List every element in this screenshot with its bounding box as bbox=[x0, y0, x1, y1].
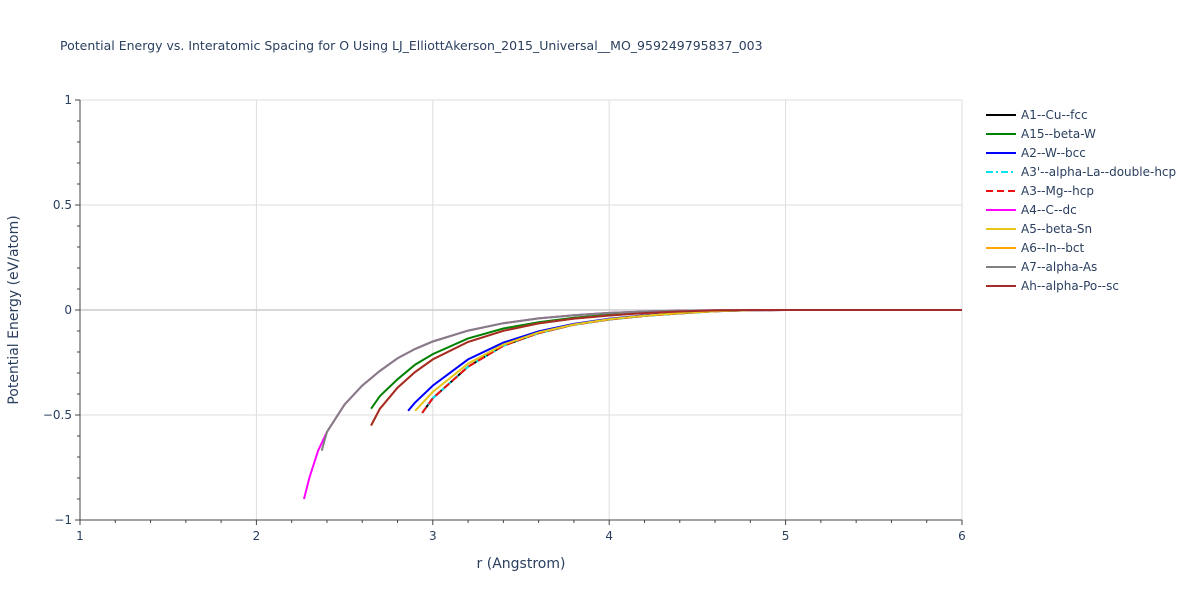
series-line-2 bbox=[370, 309, 962, 410]
legend-item[interactable]: A4--C--dc bbox=[986, 203, 1077, 217]
legend-item[interactable]: A5--beta-Sn bbox=[986, 222, 1092, 236]
y-tick-label: −0.5 bbox=[43, 408, 72, 422]
legend-label: A2--W--bcc bbox=[1021, 146, 1086, 160]
x-tick-label: 4 bbox=[605, 529, 613, 543]
legend-item[interactable]: A1--Cu--fcc bbox=[986, 108, 1088, 122]
x-tick-label: 2 bbox=[253, 529, 261, 543]
series-line-8 bbox=[370, 309, 962, 426]
x-tick-label: 6 bbox=[958, 529, 966, 543]
x-tick-label: 3 bbox=[429, 529, 437, 543]
y-tick-label: 0.5 bbox=[53, 198, 72, 212]
legend-label: A15--beta-W bbox=[1021, 127, 1096, 141]
x-axis-title: r (Angstrom) bbox=[477, 556, 566, 572]
legend-label: A7--alpha-As bbox=[1021, 260, 1097, 274]
legend-item[interactable]: A15--beta-W bbox=[986, 127, 1096, 141]
legend-label: A3'--alpha-La--double-hcp bbox=[1021, 165, 1176, 179]
legend-item[interactable]: A7--alpha-As bbox=[986, 260, 1097, 274]
legend-item[interactable]: A3'--alpha-La--double-hcp bbox=[986, 165, 1176, 179]
legend-item[interactable]: A6--In--bct bbox=[986, 241, 1085, 255]
legend-label: A3--Mg--hcp bbox=[1021, 184, 1094, 198]
plot-area bbox=[303, 309, 962, 500]
legend: A1--Cu--fcc A15--beta-W A2--W--bcc A3'--alp… bbox=[986, 108, 1176, 293]
y-tick-label: 1 bbox=[64, 93, 72, 107]
chart-title: Potential Energy vs. Interatomic Spacing… bbox=[60, 38, 763, 53]
x-tick-label: 1 bbox=[76, 529, 84, 543]
legend-item[interactable]: A3--Mg--hcp bbox=[986, 184, 1094, 198]
legend-label: Ah--alpha-Po--sc bbox=[1021, 279, 1119, 293]
legend-label: A1--Cu--fcc bbox=[1021, 108, 1088, 122]
legend-label: A5--beta-Sn bbox=[1021, 222, 1092, 236]
series-line-1 bbox=[421, 309, 962, 414]
legend-item[interactable]: A2--W--bcc bbox=[986, 146, 1086, 160]
series-line-6 bbox=[303, 309, 962, 500]
legend-label: A6--In--bct bbox=[1021, 241, 1085, 255]
legend-label: A4--C--dc bbox=[1021, 203, 1077, 217]
x-tick-label: 5 bbox=[782, 529, 790, 543]
y-tick-label: −1 bbox=[54, 513, 72, 527]
series-line-9 bbox=[320, 309, 962, 451]
series-line-5 bbox=[421, 309, 962, 414]
series-line-4 bbox=[421, 309, 962, 414]
series-line-10 bbox=[370, 309, 962, 426]
legend-item[interactable]: Ah--alpha-Po--sc bbox=[986, 279, 1119, 293]
y-tick-label: 0 bbox=[64, 303, 72, 317]
axes: 1 2 3 4 5 6 −1 −0.5 0 0.5 1 bbox=[43, 93, 966, 543]
y-axis-title: Potential Energy (eV/atom) bbox=[6, 215, 22, 404]
